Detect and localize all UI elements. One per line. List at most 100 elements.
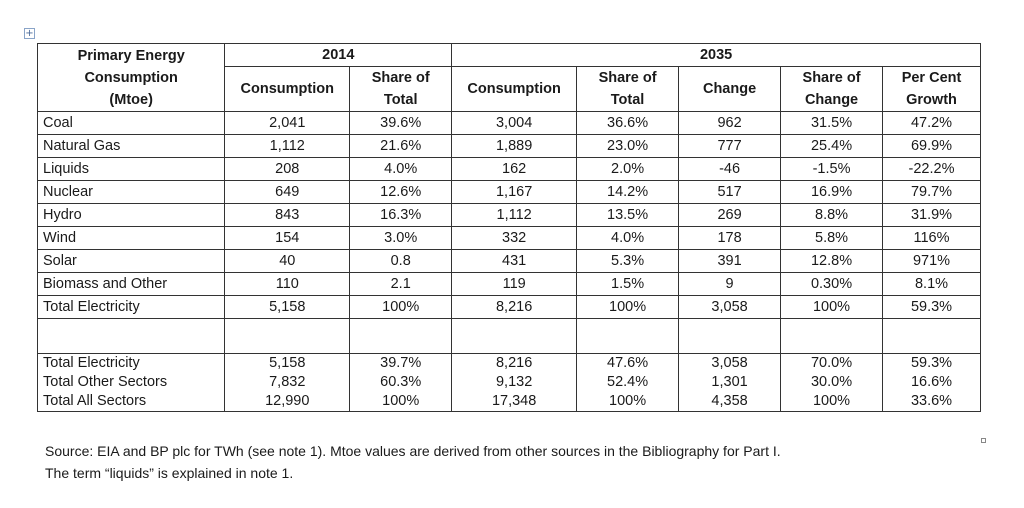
cell-consumption-2014: 110	[224, 272, 351, 296]
cell-change: 391	[678, 249, 782, 273]
cell-change: 9	[678, 272, 782, 296]
header-category-line2: Consumption	[84, 69, 178, 86]
summary-label-all: Total All Sectors	[43, 393, 147, 409]
cell-change: -46	[678, 157, 782, 181]
summary-value: 39.7%	[380, 355, 422, 371]
row-label: Total Electricity	[36, 295, 226, 319]
cell-share-2014: 0.8	[349, 249, 453, 273]
source-note: Source: EIA and BP plc for TWh (see note…	[45, 440, 781, 484]
table-resize-handle[interactable]	[981, 438, 986, 443]
cell-change: 269	[678, 203, 782, 227]
cell-share-2014: 100%	[349, 295, 453, 319]
cell-share-2035: 4.0%	[576, 226, 680, 250]
table-row: Coal 2,041 39.6% 3,004 36.6% 962 31.5% 4…	[36, 111, 981, 135]
header-share-change: Share of Change	[780, 66, 884, 112]
summary-value: 16.6%	[910, 374, 953, 390]
cell-share-2035: 13.5%	[576, 203, 680, 227]
cell-share-change: 16.9%	[780, 180, 884, 204]
summary-value: 47.6%	[607, 355, 649, 371]
row-label: Hydro	[36, 203, 226, 227]
cell-growth: 69.9%	[882, 134, 981, 158]
summary-value: 7,832	[269, 374, 306, 390]
cell-share-2035: 5.3%	[576, 249, 680, 273]
table-row: Hydro 843 16.3% 1,112 13.5% 269 8.8% 31.…	[36, 203, 981, 227]
row-label: Nuclear	[36, 180, 226, 204]
summary-value: 9,132	[495, 374, 533, 390]
cell-share-change: 0.30%	[780, 272, 884, 296]
header-consumption-2035: Consumption	[451, 66, 578, 112]
summary-consumption-2035: 8,216 9,132 17,348	[451, 353, 578, 412]
cell-consumption-2035: 1,112	[451, 203, 578, 227]
cell-consumption-2014: 208	[224, 157, 351, 181]
header-share-2035-line2: Total	[610, 92, 645, 108]
summary-value: 4,358	[711, 393, 748, 409]
cell-share-2014: 12.6%	[349, 180, 453, 204]
cell-consumption-2035: 1,167	[451, 180, 578, 204]
cell-change: 777	[678, 134, 782, 158]
summary-value: 59.3%	[910, 355, 953, 371]
cell-change: 517	[678, 180, 782, 204]
header-row-years: Primary Energy Consumption (Mtoe) 2014 2…	[36, 43, 981, 112]
cell-growth: 47.2%	[882, 111, 981, 135]
energy-consumption-table: Primary Energy Consumption (Mtoe) 2014 2…	[36, 43, 981, 412]
header-category-line3: (Mtoe)	[109, 91, 153, 108]
header-share-2035-line1: Share of	[598, 70, 657, 86]
table-row: Natural Gas 1,112 21.6% 1,889 23.0% 777 …	[36, 134, 981, 158]
cell-growth: 971%	[882, 249, 981, 273]
cell-consumption-2035: 332	[451, 226, 578, 250]
cell-share-2014: 4.0%	[349, 157, 453, 181]
row-label: Biomass and Other	[36, 272, 226, 296]
summary-value: 33.6%	[910, 393, 953, 409]
summary-value: 30.0%	[810, 374, 853, 390]
summary-value: 100%	[382, 393, 420, 409]
cell-consumption-2035: 162	[451, 157, 578, 181]
header-share-2014-line1: Share of	[371, 70, 430, 86]
cell-consumption-2035: 3,004	[451, 111, 578, 135]
cell-share-change: -1.5%	[780, 157, 884, 181]
cell-share-2014: 3.0%	[349, 226, 453, 250]
table-row: Biomass and Other 110 2.1 119 1.5% 9 0.3…	[36, 272, 981, 296]
cell-share-2035: 14.2%	[576, 180, 680, 204]
summary-value: 1,301	[711, 374, 748, 390]
cell-consumption-2014: 2,041	[224, 111, 351, 135]
header-change: Change	[678, 66, 782, 112]
header-growth: Per Cent Growth	[882, 66, 981, 112]
row-label: Natural Gas	[36, 134, 226, 158]
cell-change: 3,058	[678, 295, 782, 319]
header-growth-line2: Growth	[906, 92, 957, 108]
cell-growth: 31.9%	[882, 203, 981, 227]
summary-value: 12,990	[265, 393, 310, 409]
row-label: Liquids	[36, 157, 226, 181]
cell-growth: 59.3%	[882, 295, 981, 319]
summary-value: 8,216	[495, 355, 533, 371]
summary-value: 100%	[609, 393, 647, 409]
header-category-line1: Primary Energy	[77, 47, 185, 64]
table-row: Nuclear 649 12.6% 1,167 14.2% 517 16.9% …	[36, 180, 981, 204]
summary-consumption-2014: 5,158 7,832 12,990	[224, 353, 351, 412]
cell-share-2014: 16.3%	[349, 203, 453, 227]
summary-share-2035: 47.6% 52.4% 100%	[576, 353, 680, 412]
summary-labels: Total Electricity Total Other Sectors To…	[36, 353, 226, 412]
header-category: Primary Energy Consumption (Mtoe)	[36, 43, 226, 112]
cell-share-change: 25.4%	[780, 134, 884, 158]
cell-consumption-2035: 1,889	[451, 134, 578, 158]
summary-growth: 59.3% 16.6% 33.6%	[882, 353, 981, 412]
row-label: Coal	[36, 111, 226, 135]
summary-share-2014: 39.7% 60.3% 100%	[349, 353, 453, 412]
table-row: Solar 40 0.8 431 5.3% 391 12.8% 971%	[36, 249, 981, 273]
summary-row: Total Electricity Total Other Sectors To…	[36, 353, 981, 412]
summary-share-change: 70.0% 30.0% 100%	[780, 353, 884, 412]
table-row: Total Electricity 5,158 100% 8,216 100% …	[36, 295, 981, 319]
cell-share-2014: 21.6%	[349, 134, 453, 158]
header-year-2014: 2014	[224, 43, 453, 67]
header-share-2035: Share of Total	[576, 66, 680, 112]
summary-value: 17,348	[491, 393, 537, 409]
cell-growth: 79.7%	[882, 180, 981, 204]
cell-share-change: 100%	[780, 295, 884, 319]
table-move-handle-icon[interactable]: +	[24, 28, 35, 39]
header-year-2035: 2035	[451, 43, 981, 67]
cell-share-2035: 2.0%	[576, 157, 680, 181]
cell-consumption-2035: 431	[451, 249, 578, 273]
header-share-2014: Share of Total	[349, 66, 453, 112]
cell-share-2035: 23.0%	[576, 134, 680, 158]
